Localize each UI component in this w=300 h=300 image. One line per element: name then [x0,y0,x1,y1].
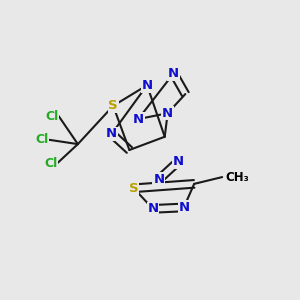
Text: N: N [147,202,158,215]
Text: N: N [172,155,184,168]
Text: N: N [153,173,164,186]
Text: CH₃: CH₃ [225,171,249,184]
Text: S: S [108,99,118,112]
Text: S: S [129,182,139,195]
Text: Cl: Cl [35,133,48,146]
Text: N: N [178,201,189,214]
Text: N: N [133,112,144,126]
Text: N: N [106,127,117,140]
Text: Cl: Cl [44,157,57,170]
Text: N: N [142,79,153,92]
Text: Cl: Cl [46,110,59,123]
Text: N: N [162,107,173,120]
Text: N: N [168,67,179,80]
